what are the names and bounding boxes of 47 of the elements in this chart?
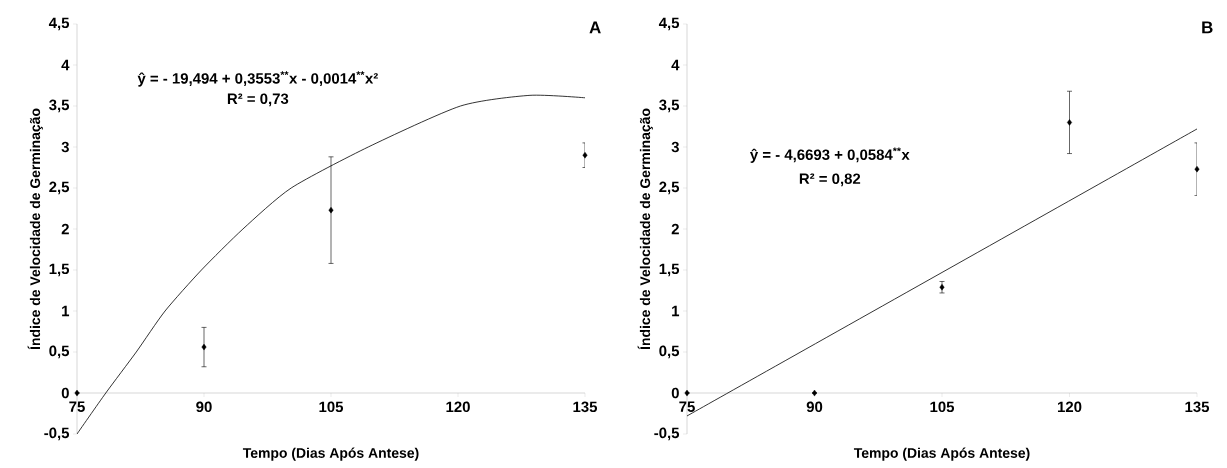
chart-title: A bbox=[589, 21, 601, 34]
x-tick-label: 75 bbox=[679, 401, 695, 412]
chart-title: B bbox=[1202, 21, 1213, 34]
point bbox=[1067, 119, 1072, 126]
x-tick-label: 120 bbox=[446, 401, 470, 413]
y-tick-label: 1 bbox=[672, 305, 680, 317]
x-tick-label: 120 bbox=[1057, 401, 1082, 413]
y-tick-label: 2,5 bbox=[49, 181, 70, 195]
annotation: R² = 0,73 bbox=[227, 93, 289, 107]
y-tick-label: 3,5 bbox=[49, 99, 70, 113]
y-tick-label: 2 bbox=[61, 223, 69, 235]
y-tick-label: -0,5 bbox=[654, 427, 680, 441]
x-tick-label: 105 bbox=[319, 401, 344, 413]
x-tick-label: 90 bbox=[196, 401, 212, 413]
x-axis-title: Tempo (Dias Após Antese) bbox=[242, 447, 419, 461]
point bbox=[1194, 165, 1200, 173]
y-tick-label: 1,5 bbox=[659, 263, 680, 277]
y-tick-label: 0 bbox=[61, 387, 69, 399]
y-tick-label: 2,5 bbox=[659, 181, 680, 195]
y-tick-label: 1,5 bbox=[49, 263, 70, 277]
annotation: ŷ = - 4,6693 + 0,0584$^{**}$x bbox=[749, 147, 910, 163]
x-tick-label: 135 bbox=[1185, 401, 1210, 413]
point bbox=[328, 206, 334, 214]
y-tick-label: 3 bbox=[61, 141, 69, 153]
x-tick-label: 90 bbox=[806, 401, 823, 413]
point bbox=[582, 152, 588, 159]
y-tick-label: 4,5 bbox=[658, 17, 680, 31]
y-tick-label: 2 bbox=[671, 223, 679, 235]
x-axis-title: Tempo (Dias Após Antese) bbox=[853, 447, 1030, 461]
y-tick-label: 0,5 bbox=[659, 345, 680, 359]
x-tick-label: 135 bbox=[573, 401, 598, 413]
y-tick-label: 3 bbox=[671, 141, 679, 153]
y-tick-label: 1 bbox=[62, 305, 70, 317]
x-tick-label: 75 bbox=[69, 401, 85, 412]
annotation: R² = 0,82 bbox=[799, 173, 861, 187]
y-tick-label: -0,5 bbox=[44, 427, 70, 441]
y-tick-label: 0 bbox=[671, 387, 679, 399]
y-tick-label: 3,5 bbox=[659, 99, 680, 113]
x-tick-label: 105 bbox=[930, 401, 955, 413]
y-tick-label: 4,5 bbox=[48, 17, 70, 31]
y-tick-label: 0,5 bbox=[49, 345, 70, 359]
y-tick-label: 4 bbox=[61, 59, 70, 71]
point bbox=[201, 343, 207, 351]
y-axis-title: Índice de Velocidade de Germinação bbox=[637, 108, 653, 350]
annotation: ŷ = - 19,494 + 0,3553$^{**}$x - 0,0014$^{**}$x² bbox=[137, 71, 378, 87]
y-tick-label: 4 bbox=[671, 59, 680, 71]
y-axis-title: Índice de Velocidade de Germinação bbox=[27, 108, 43, 350]
